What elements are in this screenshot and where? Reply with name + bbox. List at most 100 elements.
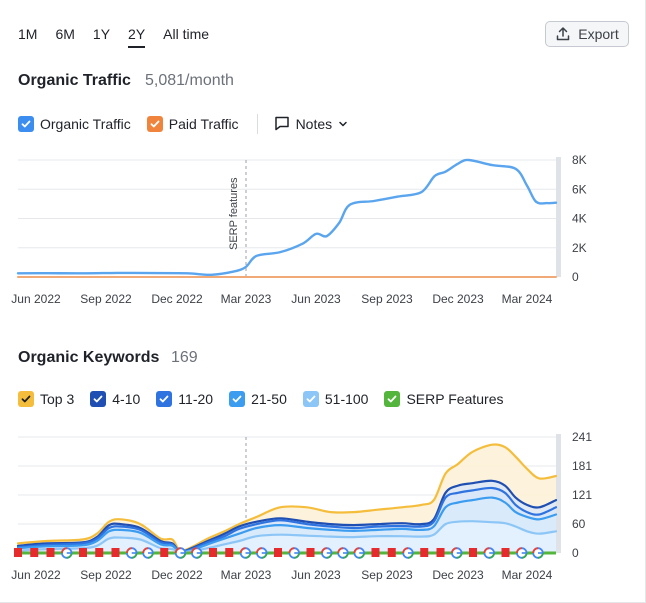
google-icon (353, 547, 365, 559)
traffic-x-tick-label: Jun 2023 (291, 292, 341, 306)
red-flag-icon (30, 548, 39, 557)
keywords-x-tick-label: Sep 2023 (361, 568, 413, 582)
keywords-x-tick-label: Dec 2023 (432, 568, 484, 582)
keywords-legend: Top 3 4-10 11-20 21-50 51-100 SERP Features (18, 391, 519, 407)
checkbox-checked-icon[interactable] (146, 116, 163, 132)
checkbox-checked-icon[interactable] (229, 391, 246, 407)
google-icon (256, 547, 268, 559)
google-icon (451, 547, 463, 559)
keywords-x-tick-label: Dec 2022 (151, 568, 203, 582)
red-flag-icon (501, 548, 510, 557)
traffic-x-tick-label: Jun 2022 (11, 292, 61, 306)
red-flag-icon (371, 548, 380, 557)
upload-icon (555, 26, 571, 42)
traffic-y-tick-label: 0 (572, 270, 579, 284)
traffic-x-tick-label: Mar 2023 (221, 292, 272, 306)
red-flag-icon (160, 548, 169, 557)
google-icon (239, 547, 252, 559)
keywords-x-tick-label: Mar 2023 (221, 568, 272, 582)
checkbox-checked-icon[interactable] (18, 116, 34, 132)
11-20-line (16, 486, 558, 554)
google-icon (532, 547, 544, 559)
red-flag-icon (274, 548, 282, 557)
keywords-x-tick-label: Jun 2023 (291, 568, 341, 582)
4-10-line (16, 479, 558, 553)
red-flag-icon (306, 548, 315, 557)
legend-51-100[interactable]: 51-100 (302, 391, 369, 407)
organic-keywords-chart: 0 60 121 181 241 Jun 2022 Sep 2022 Dec 2022 Mar … (11, 430, 592, 582)
legend-21-50[interactable]: 21-50 (229, 391, 287, 407)
traffic-x-tick-label: Dec 2023 (432, 292, 484, 306)
traffic-x-tick-label: Mar 2024 (502, 292, 553, 306)
keywords-y-tick-label: 181 (572, 459, 592, 473)
red-flag-icon (469, 548, 477, 557)
legend-serp-features[interactable]: SERP Features (384, 391, 503, 407)
google-icon (126, 547, 138, 559)
period-tab-2y[interactable]: 2Y (128, 26, 146, 48)
legend-label: Top 3 (40, 391, 75, 407)
red-flag-icon (225, 548, 234, 557)
checkbox-checked-icon[interactable] (156, 391, 173, 407)
traffic-scroll-band (556, 157, 561, 277)
export-label: Export (578, 26, 619, 42)
period-tab-all-time[interactable]: All time (163, 26, 210, 42)
google-icon (174, 547, 187, 559)
google-icon (61, 547, 73, 559)
keywords-y-tick-label: 241 (572, 430, 592, 444)
legend-organic-traffic[interactable]: Organic Traffic (18, 116, 131, 132)
keywords-value: 169 (171, 349, 198, 366)
period-tab-6m[interactable]: 6M (55, 26, 75, 42)
google-icon (516, 547, 528, 559)
traffic-y-tick-label: 2K (572, 241, 587, 255)
legend-divider (256, 114, 258, 134)
keywords-title: Organic Keywords (18, 349, 160, 366)
google-icon (321, 547, 333, 559)
period-tab-1m[interactable]: 1M (18, 26, 38, 42)
traffic-x-tick-label: Sep 2023 (361, 292, 413, 306)
legend-paid-traffic-label: Paid Traffic (168, 116, 239, 132)
red-flag-icon (95, 548, 104, 557)
chevron-down-icon (338, 116, 348, 132)
legend-label: 51-100 (324, 391, 369, 407)
legend-label: 11-20 (178, 391, 214, 407)
traffic-legend: Organic Traffic Paid Traffic Notes (18, 114, 348, 134)
legend-label: SERP Features (406, 391, 504, 407)
red-flag-icon (79, 548, 87, 557)
notes-dropdown[interactable]: Notes (274, 115, 349, 134)
serp-features-annotation-label: SERP features (228, 177, 240, 250)
keywords-x-tick-label: Mar 2024 (502, 568, 553, 582)
21-50-line (16, 496, 558, 554)
top-3-line (16, 443, 558, 553)
51-100-line (16, 520, 558, 554)
legend-11-20[interactable]: 11-20 (156, 391, 213, 407)
google-icon (483, 547, 495, 559)
legend-4-10[interactable]: 4-10 (90, 391, 140, 407)
keywords-y-tick-label: 0 (572, 546, 579, 560)
traffic-y-tick-label: 4K (572, 212, 587, 226)
keywords-y-tick-label: 60 (572, 517, 586, 531)
traffic-title: Organic Traffic (18, 72, 131, 89)
red-flag-icon (209, 548, 217, 557)
organic-traffic-line (16, 158, 558, 277)
notes-label: Notes (295, 116, 333, 132)
period-tab-1y[interactable]: 1Y (92, 26, 111, 42)
red-flag-icon (46, 548, 55, 557)
traffic-x-tick-label: Dec 2022 (151, 292, 203, 306)
google-icon (191, 547, 203, 559)
traffic-y-tick-label: 6K (572, 182, 587, 196)
checkbox-checked-icon[interactable] (90, 391, 107, 407)
keywords-scroll-band (556, 434, 561, 553)
export-button[interactable]: Export (545, 21, 629, 47)
keywords-y-tick-label: 121 (572, 488, 592, 502)
checkbox-checked-icon[interactable] (302, 391, 319, 407)
legend-top-3[interactable]: Top 3 (18, 391, 74, 407)
red-flag-icon (387, 548, 396, 557)
legend-label: 4-10 (112, 391, 141, 407)
period-tabs: 1M 6M 1Y 2Y All time (18, 26, 227, 48)
checkbox-checked-icon[interactable] (18, 391, 34, 407)
legend-paid-traffic[interactable]: Paid Traffic (146, 116, 239, 132)
red-flag-icon (420, 548, 429, 557)
organic-traffic-chart: 0 2K 4K 6K 8K Jun 2022 Sep 2022 Dec 2022 Mar 202… (11, 153, 587, 306)
keywords-x-tick-label: Sep 2022 (80, 568, 132, 582)
checkbox-checked-icon[interactable] (384, 391, 401, 407)
